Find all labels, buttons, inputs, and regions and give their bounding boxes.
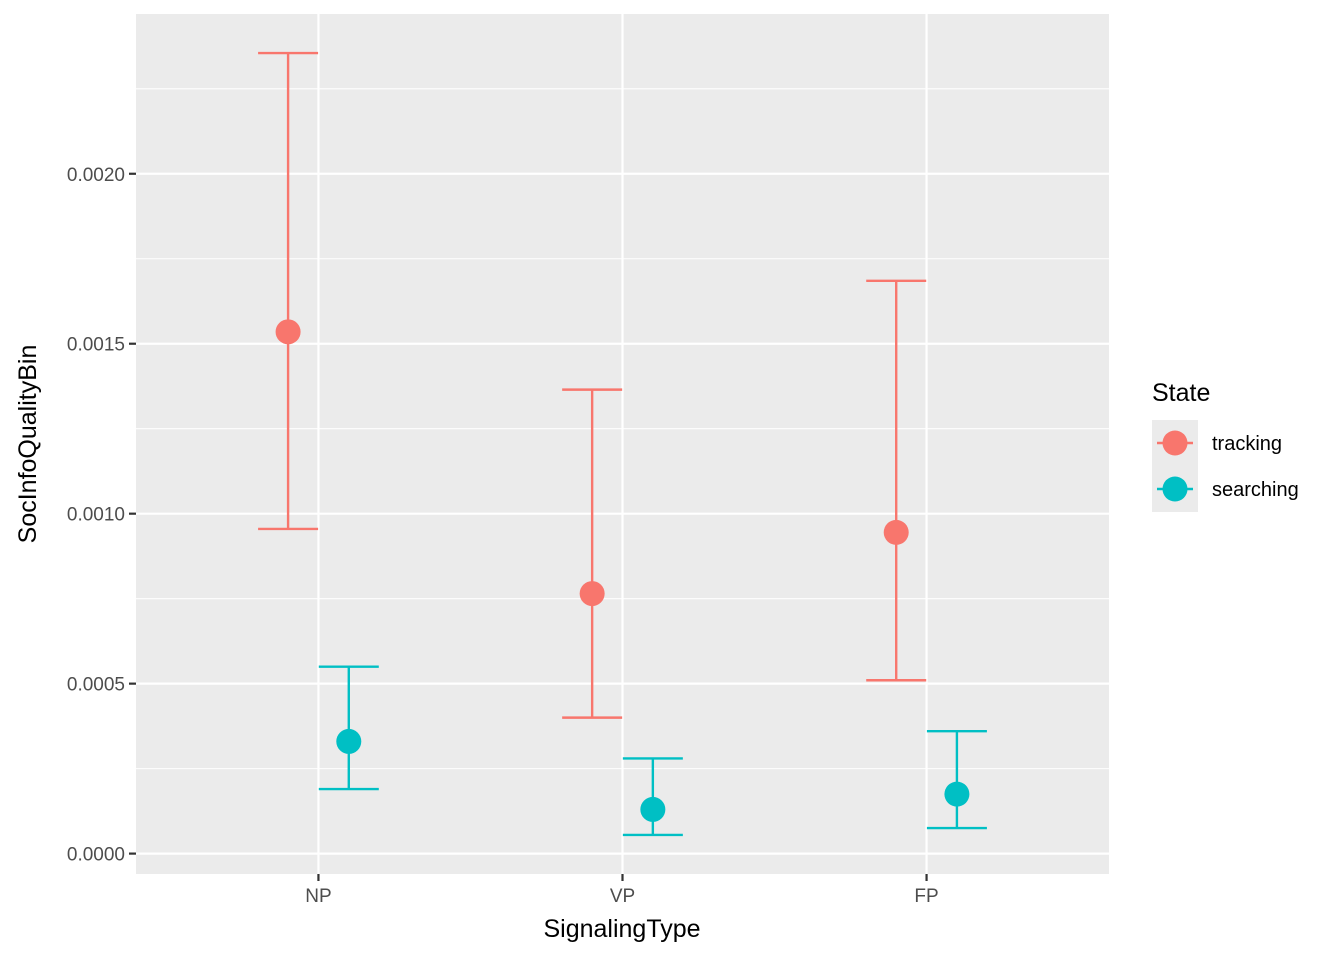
- y-tick-label: 0.0005: [67, 675, 125, 696]
- data-point: [883, 519, 909, 545]
- legend: State tracking searching: [1152, 379, 1299, 512]
- legend-key-tracking: tracking: [1152, 420, 1282, 466]
- y-tick-label: 0.0020: [67, 165, 125, 186]
- series-searching: [318, 665, 987, 837]
- legend-key-point: [1162, 430, 1188, 456]
- y-tick-label: 0.0010: [67, 505, 125, 526]
- legend-title: State: [1152, 379, 1210, 407]
- y-tick-label: 0.0015: [67, 335, 125, 356]
- data-point: [336, 728, 362, 754]
- legend-label: tracking: [1212, 433, 1282, 455]
- x-tick-label: NP: [305, 886, 331, 907]
- y-axis-title: SocInfoQualityBin: [14, 345, 42, 544]
- x-tick-label: FP: [914, 886, 938, 907]
- legend-key-searching: searching: [1152, 466, 1299, 512]
- data-point: [275, 319, 301, 345]
- y-tick-label: 0.0000: [67, 845, 125, 866]
- data-point: [640, 796, 666, 822]
- y-axis: 0.0000 0.0005 0.0010 0.0015 0.0020: [67, 165, 136, 866]
- data-point: [944, 781, 970, 807]
- data-point: [579, 581, 605, 607]
- x-axis-title: SignalingType: [543, 915, 700, 943]
- x-axis: NP VP FP: [305, 874, 939, 907]
- legend-keys: tracking searching: [1152, 420, 1299, 512]
- legend-label: searching: [1212, 479, 1299, 501]
- grid-major: [136, 14, 1109, 874]
- legend-key-point: [1162, 476, 1188, 502]
- series-tracking: [258, 51, 927, 719]
- x-tick-label: VP: [610, 886, 635, 907]
- plot-marks: [258, 51, 987, 837]
